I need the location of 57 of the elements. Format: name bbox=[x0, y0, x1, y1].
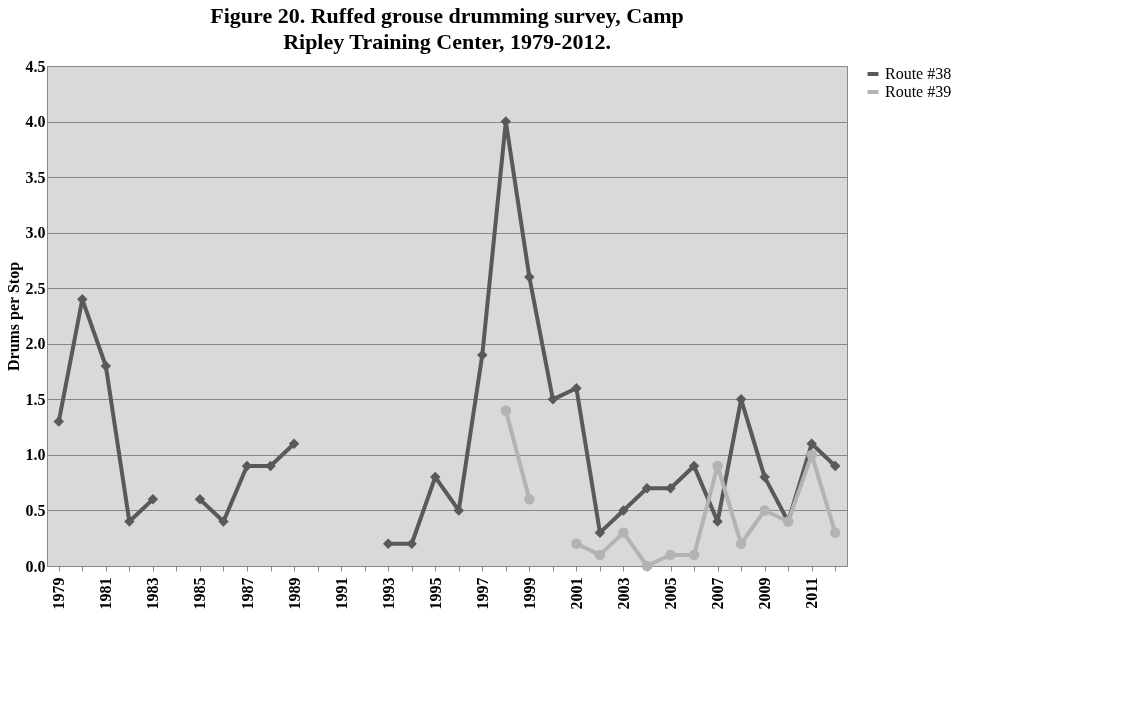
x-tick-label: 1983 bbox=[144, 577, 162, 610]
x-tick-label: 1981 bbox=[97, 577, 115, 610]
y-tick-label: 0.0 bbox=[25, 557, 46, 575]
point bbox=[665, 549, 676, 561]
point bbox=[429, 471, 441, 483]
x-tick-label: 2009 bbox=[756, 577, 774, 610]
y-tick-label: 4.5 bbox=[25, 57, 46, 75]
point bbox=[618, 527, 629, 538]
chart-title: Figure 20. Ruffed grouse drumming survey, Camp Ripley Training Center, 1979-2012. bbox=[210, 3, 684, 54]
point bbox=[524, 271, 535, 283]
point bbox=[829, 527, 841, 538]
point bbox=[759, 505, 770, 516]
point bbox=[194, 494, 206, 505]
legend-label: Route #38 bbox=[885, 65, 952, 82]
point bbox=[571, 382, 582, 394]
point bbox=[806, 438, 817, 450]
point bbox=[735, 538, 747, 550]
point bbox=[829, 460, 841, 472]
x-tick-label: 1979 bbox=[50, 577, 68, 610]
y-tick-label: 4.0 bbox=[25, 113, 46, 131]
point bbox=[100, 360, 112, 372]
y-tick-label: 3.0 bbox=[25, 224, 46, 242]
point bbox=[288, 438, 300, 450]
x-tick-label: 1991 bbox=[332, 577, 350, 610]
y-tick-label: 0.5 bbox=[25, 501, 46, 519]
x-tick-label: 2005 bbox=[662, 577, 680, 610]
legend-label: Route #39 bbox=[885, 83, 952, 100]
point bbox=[594, 549, 606, 561]
point bbox=[641, 560, 653, 572]
point bbox=[218, 516, 229, 527]
point bbox=[688, 460, 700, 472]
y-tick-label: 2.0 bbox=[25, 335, 46, 353]
point bbox=[53, 416, 65, 427]
x-tick-label: 1985 bbox=[191, 577, 209, 610]
y-tick-label: 3.5 bbox=[25, 168, 46, 186]
y-tick-label: 2.5 bbox=[25, 279, 46, 297]
x-tick-label: 1999 bbox=[520, 577, 538, 610]
x-tick-label: 1997 bbox=[473, 577, 491, 610]
x-tick-label: 2011 bbox=[803, 577, 821, 609]
point bbox=[571, 538, 582, 550]
x-tick-label: 1989 bbox=[285, 577, 303, 610]
x-tick-label: 2001 bbox=[567, 577, 585, 610]
point bbox=[524, 494, 535, 505]
point bbox=[618, 505, 629, 516]
x-tick-label: 1987 bbox=[238, 577, 256, 610]
x-tick-label: 1995 bbox=[426, 577, 444, 610]
y-axis-title: Drums per Stop bbox=[4, 261, 23, 372]
y-tick-label: 1.5 bbox=[25, 390, 46, 408]
point bbox=[759, 471, 770, 483]
point bbox=[147, 494, 159, 505]
x-tick-label: 1993 bbox=[379, 577, 397, 610]
x-tick-label: 2003 bbox=[614, 577, 632, 610]
y-tick-label: 1.0 bbox=[25, 446, 46, 464]
x-tick-label: 2007 bbox=[709, 577, 727, 610]
point bbox=[500, 405, 512, 416]
point bbox=[688, 549, 700, 561]
point bbox=[547, 394, 559, 405]
